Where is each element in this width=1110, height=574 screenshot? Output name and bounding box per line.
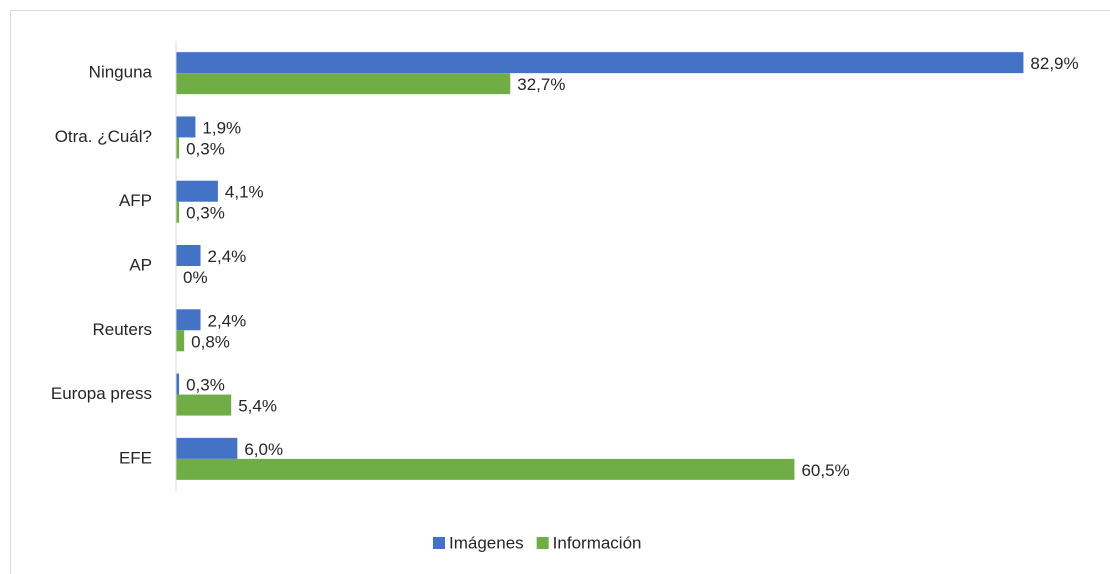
value-label: 6,0% bbox=[244, 440, 283, 459]
value-label: 0,3% bbox=[186, 204, 225, 223]
chart-border bbox=[10, 10, 1110, 574]
value-label: 4,1% bbox=[225, 183, 264, 202]
bar bbox=[176, 437, 238, 459]
legend: Imágenes Información bbox=[433, 533, 642, 552]
legend-label: Información bbox=[553, 533, 642, 552]
bar bbox=[176, 180, 218, 202]
value-label: 2,4% bbox=[208, 247, 247, 266]
bar bbox=[176, 201, 180, 223]
y-tick-label: Ninguna bbox=[89, 63, 153, 82]
bar bbox=[176, 373, 180, 395]
value-label: 5,4% bbox=[238, 397, 277, 416]
value-label: 32,7% bbox=[517, 75, 565, 94]
value-label: 0% bbox=[183, 268, 208, 287]
bar bbox=[176, 137, 180, 159]
bar bbox=[176, 458, 795, 480]
bar bbox=[176, 73, 511, 95]
bar bbox=[176, 245, 201, 266]
y-tick-label: Otra. ¿Cuál? bbox=[55, 127, 152, 146]
value-label: 0,3% bbox=[186, 139, 225, 158]
value-label: 2,4% bbox=[208, 311, 247, 330]
y-tick-label: Europa press bbox=[51, 384, 152, 403]
y-tick-label: EFE bbox=[119, 448, 152, 467]
bar bbox=[176, 394, 232, 416]
y-tick-label: AP bbox=[129, 255, 152, 274]
bar bbox=[176, 309, 201, 331]
legend-label: Imágenes bbox=[449, 533, 524, 552]
value-label: 0,3% bbox=[186, 376, 225, 395]
bar bbox=[176, 52, 1024, 74]
value-label: 0,8% bbox=[191, 332, 230, 351]
y-tick-label: AFP bbox=[119, 191, 152, 210]
bar bbox=[176, 330, 185, 352]
legend-swatch bbox=[536, 537, 549, 549]
value-label: 1,9% bbox=[202, 118, 241, 137]
legend-swatch bbox=[433, 537, 445, 549]
bar bbox=[176, 116, 196, 138]
value-label: 60,5% bbox=[801, 461, 849, 480]
y-tick-label: Reuters bbox=[92, 320, 152, 339]
value-label: 82,9% bbox=[1030, 54, 1078, 73]
